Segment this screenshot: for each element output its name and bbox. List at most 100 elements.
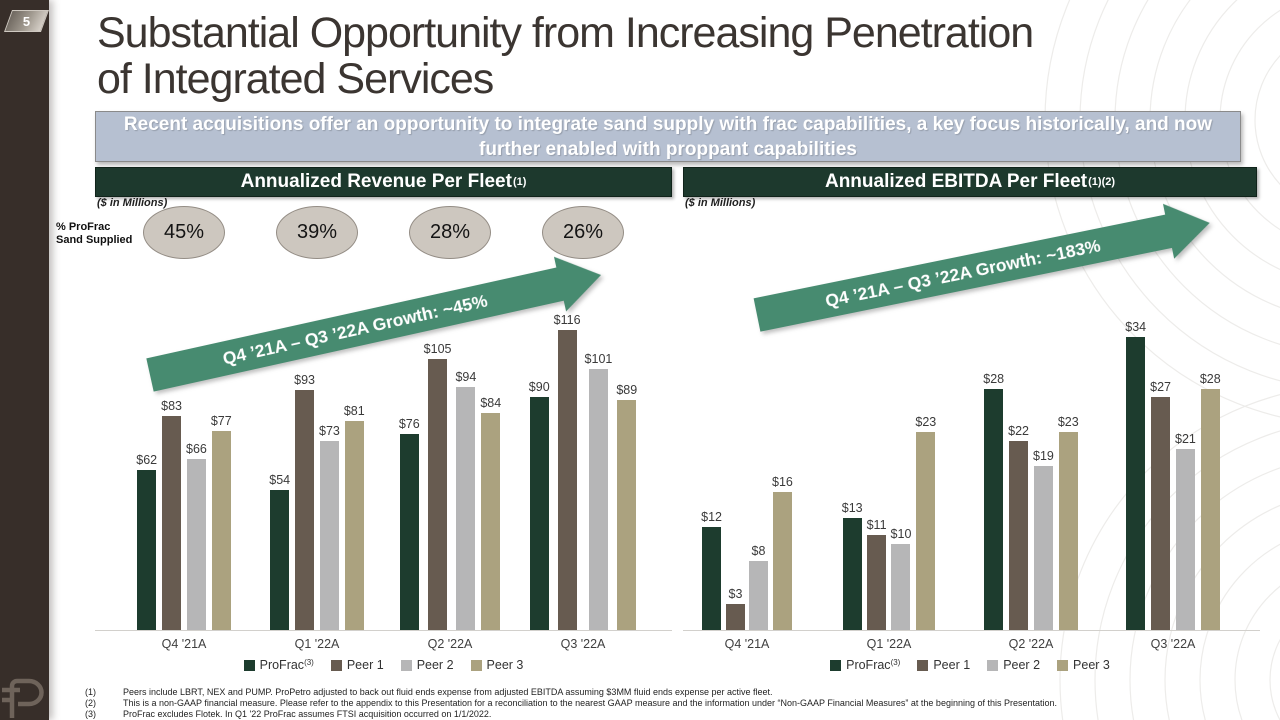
footnote-text: This is a non-GAAP financial measure. Pl… <box>123 698 1058 708</box>
bar-value-label: $94 <box>455 370 477 384</box>
bar-value-label: $28 <box>983 372 1005 386</box>
legend-swatch-icon <box>400 660 412 671</box>
legend-label: Peer 3 <box>1073 658 1110 672</box>
bar-value-label: $54 <box>269 473 291 487</box>
bar-profrac <box>270 490 290 630</box>
sand-supplied-label-line1: % ProFrac <box>56 221 111 233</box>
bar-peer-1 <box>295 390 315 630</box>
category-label: Q3 '22A <box>1150 637 1196 651</box>
bar-cell: $77 <box>211 414 232 630</box>
bar-cell: $28 <box>1200 372 1221 630</box>
bar-cell: $90 <box>529 380 550 630</box>
legend-superscript: (3) <box>304 658 314 667</box>
bar-peer-1 <box>1151 397 1171 630</box>
sand-supplied-oval: 45% <box>143 206 225 259</box>
bar-peer-3 <box>1200 389 1220 630</box>
bar-cell: $81 <box>344 404 365 630</box>
revenue-units-label: ($ in Millions) <box>97 197 168 209</box>
bar-value-label: $34 <box>1125 320 1147 334</box>
sidebar: 5 <box>0 0 50 720</box>
bar-profrac <box>1126 337 1146 630</box>
revenue-chart-title: Annualized Revenue Per Fleet <box>240 171 512 192</box>
bar-value-label: $3 <box>728 587 743 601</box>
bar-cell: $13 <box>842 501 863 630</box>
bar-value-label: $105 <box>423 342 452 356</box>
page-number-badge: 5 <box>3 10 50 32</box>
bar-cell: $28 <box>983 372 1004 630</box>
bar-value-label: $12 <box>701 510 722 524</box>
bar-cell: $22 <box>1008 424 1029 630</box>
footnote-row: (3) ProFrac excludes Flotek. In Q1 '22 Pr… <box>85 709 1265 720</box>
footnote-row: (2) This is a non-GAAP financial measure.… <box>85 698 1265 709</box>
ebitda-chart-title: Annualized EBITDA Per Fleet <box>824 171 1088 192</box>
bar-peer-2 <box>456 387 476 630</box>
legend-label: Peer 2 <box>416 658 454 672</box>
bar-cell: $66 <box>186 442 207 630</box>
bar-peer-1 <box>1009 441 1029 630</box>
bar-cell: $21 <box>1175 432 1196 630</box>
bar-value-label: $13 <box>841 501 863 515</box>
footnote-text: ProFrac excludes Flotek. In Q1 '22 ProFr… <box>123 709 492 719</box>
legend-item: ProFrac (3) <box>830 658 900 672</box>
bar-peer-2 <box>1175 449 1195 630</box>
bar-group: $34 $27 $21 $28 <box>1125 320 1221 630</box>
revenue-chart-header: Annualized Revenue Per Fleet (1) <box>95 167 672 197</box>
bar-cell: $3 <box>726 587 745 630</box>
bar-peer-3 <box>211 431 231 630</box>
bar-cell: $19 <box>1033 449 1054 630</box>
bar-peer-1 <box>867 535 887 630</box>
footnote-number: (1) <box>85 687 96 697</box>
bar-cell: $11 <box>867 518 887 630</box>
bar-peer-3 <box>481 413 501 630</box>
sand-supplied-oval-cell: 26% <box>539 206 627 259</box>
bar-peer-1 <box>557 330 577 630</box>
category-label: Q1 '22A <box>294 637 340 651</box>
sand-supplied-oval: 26% <box>542 206 624 259</box>
bar-profrac <box>137 470 157 630</box>
legend-swatch-icon <box>987 660 999 671</box>
bar-peer-3 <box>617 400 637 630</box>
page-title: Substantial Opportunity from Increasing … <box>97 9 1034 103</box>
bar-cell: $105 <box>423 342 452 630</box>
sand-supplied-label-line2: Sand Supplied <box>56 234 133 246</box>
bar-peer-1 <box>726 604 745 630</box>
bar-value-label: $77 <box>210 414 232 428</box>
bar-group: $12 $3 $8 $16 <box>701 475 793 630</box>
bar-group: $62 $83 $66 $77 <box>136 399 232 630</box>
sand-supplied-oval-cell: 28% <box>406 206 494 259</box>
bar-value-label: $16 <box>772 475 793 489</box>
legend-item: ProFrac (3) <box>243 658 314 672</box>
bar-value-label: $23 <box>915 415 937 429</box>
bar-peer-2 <box>749 561 768 630</box>
legend-swatch-icon <box>830 660 842 671</box>
bar-cell: $8 <box>749 544 768 630</box>
bar-value-label: $11 <box>866 518 887 532</box>
bar-peer-3 <box>344 421 364 630</box>
bar-cell: $84 <box>480 396 501 630</box>
legend-swatch-icon <box>1057 660 1069 671</box>
bar-profrac <box>399 434 419 630</box>
bar-peer-3 <box>1058 432 1078 630</box>
bar-value-label: $84 <box>480 396 502 410</box>
legend-swatch-icon <box>917 660 929 671</box>
sand-supplied-oval-cell: 39% <box>273 206 361 259</box>
legend-item: Peer 3 <box>470 658 523 672</box>
legend-item: Peer 2 <box>400 658 454 672</box>
bar-peer-2 <box>588 369 608 630</box>
legend-item: Peer 1 <box>330 658 384 672</box>
bar-cell: $101 <box>585 352 612 630</box>
bar-group: $13 $11 $10 $23 <box>842 415 937 630</box>
bar-cell: $12 <box>701 510 722 630</box>
title-line-1: Substantial Opportunity from Increasing … <box>97 9 1034 57</box>
title-line-2: of Integrated Services <box>97 55 494 103</box>
bar-value-label: $21 <box>1175 432 1196 446</box>
arrow-head-icon <box>1162 195 1216 259</box>
bar-peer-2 <box>319 441 339 630</box>
bar-peer-2 <box>1033 466 1053 630</box>
legend-item: Peer 1 <box>917 658 970 672</box>
bar-peer-1 <box>428 359 448 630</box>
sand-supplied-oval: 39% <box>276 206 358 259</box>
bar-group: $76 $105 $94 $84 <box>399 342 501 630</box>
bar-cell: $27 <box>1150 380 1171 630</box>
